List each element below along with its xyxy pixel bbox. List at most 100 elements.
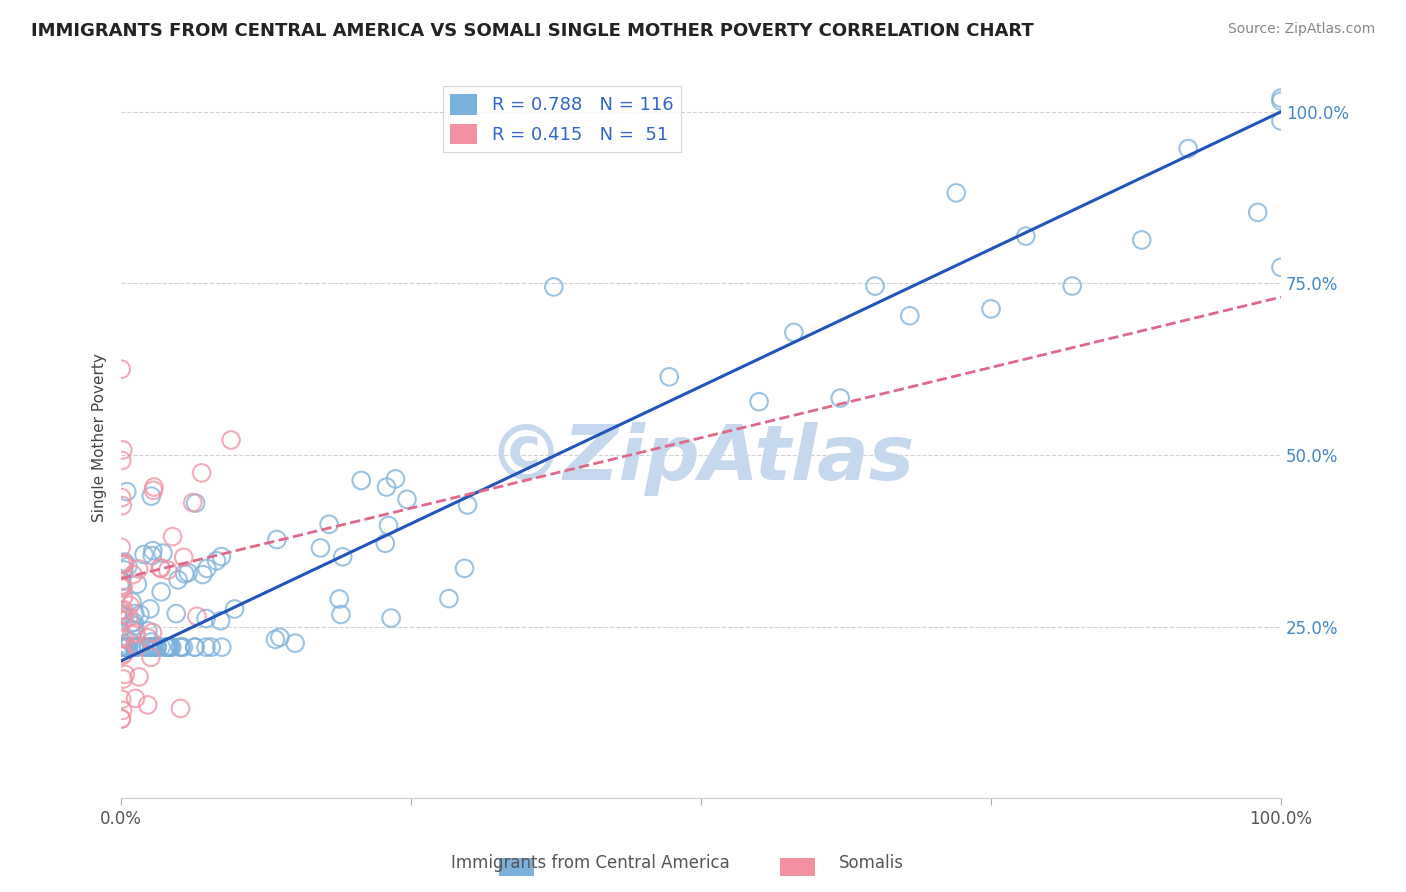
Point: [111, 442, 134, 457]
Point: [128, 562, 150, 576]
Point: [269, 630, 291, 644]
Point: [395, 492, 418, 507]
Point: [110, 712, 132, 726]
Y-axis label: Single Mother Poverty: Single Mother Poverty: [93, 353, 107, 522]
Point: [329, 607, 352, 622]
Point: [350, 474, 373, 488]
Point: [155, 640, 177, 654]
Point: [142, 483, 165, 498]
Point: [309, 541, 332, 555]
Point: [143, 640, 166, 654]
Point: [134, 640, 156, 654]
Point: [375, 480, 398, 494]
Point: [160, 640, 183, 654]
Point: [110, 557, 132, 571]
Point: [209, 549, 232, 564]
Point: [141, 640, 163, 654]
Point: [111, 491, 134, 505]
Point: [115, 484, 138, 499]
Point: [124, 640, 146, 654]
Point: [111, 692, 134, 706]
Point: [135, 640, 157, 654]
Point: [183, 640, 205, 654]
Point: [1270, 114, 1292, 128]
Point: [112, 557, 135, 571]
Point: [205, 554, 228, 568]
Point: [980, 301, 1002, 316]
Point: [165, 607, 187, 621]
Point: [136, 624, 159, 638]
Point: [110, 578, 132, 592]
Point: [124, 619, 146, 633]
Point: [112, 563, 135, 577]
Point: [141, 635, 163, 649]
Point: [139, 602, 162, 616]
Point: [377, 518, 399, 533]
Point: [111, 703, 134, 717]
Point: [112, 613, 135, 627]
Point: [384, 472, 406, 486]
Point: [112, 591, 135, 605]
Point: [129, 607, 152, 622]
Point: [120, 616, 142, 631]
Point: [1130, 233, 1153, 247]
Point: [118, 610, 141, 624]
Point: [115, 640, 138, 654]
Point: [457, 498, 479, 512]
Point: [173, 550, 195, 565]
Point: [160, 640, 183, 654]
Text: Immigrants from Central America: Immigrants from Central America: [451, 855, 730, 872]
Point: [111, 640, 134, 654]
Point: [127, 577, 149, 591]
Point: [211, 640, 233, 654]
Point: [898, 309, 921, 323]
Point: [112, 647, 135, 661]
Point: [114, 558, 136, 572]
Point: [195, 561, 218, 575]
Point: [543, 280, 565, 294]
Point: [122, 615, 145, 630]
Point: [1062, 279, 1084, 293]
Point: [437, 591, 460, 606]
Point: [156, 640, 179, 654]
Point: [111, 640, 134, 654]
Point: [139, 650, 162, 665]
Point: [209, 614, 232, 628]
Text: ©ZipAtlas: ©ZipAtlas: [488, 423, 915, 497]
Point: [136, 698, 159, 712]
Point: [142, 543, 165, 558]
Point: [1015, 229, 1038, 244]
Point: [122, 624, 145, 638]
Point: [318, 517, 340, 532]
Point: [173, 566, 195, 581]
Point: [284, 636, 307, 650]
Point: [110, 640, 132, 654]
Point: [122, 640, 145, 654]
Point: [150, 584, 173, 599]
Point: [141, 625, 163, 640]
Point: [110, 640, 132, 654]
Point: [112, 632, 135, 646]
Point: [111, 640, 134, 654]
Point: [658, 369, 681, 384]
Point: [945, 186, 967, 200]
Point: [111, 574, 134, 589]
Point: [138, 640, 160, 654]
Point: [112, 581, 135, 595]
Point: [146, 640, 169, 654]
Point: [142, 640, 165, 654]
Point: [111, 648, 134, 663]
Point: [111, 580, 134, 594]
Point: [195, 611, 218, 625]
Point: [224, 602, 246, 616]
Point: [374, 536, 396, 550]
Point: [1270, 91, 1292, 105]
Point: [110, 603, 132, 617]
Point: [172, 640, 194, 654]
Point: [186, 609, 208, 624]
Text: IMMIGRANTS FROM CENTRAL AMERICA VS SOMALI SINGLE MOTHER POVERTY CORRELATION CHAR: IMMIGRANTS FROM CENTRAL AMERICA VS SOMAL…: [31, 22, 1033, 40]
Legend: R = 0.788   N = 116, R = 0.415   N =  51: R = 0.788 N = 116, R = 0.415 N = 51: [443, 87, 681, 152]
Text: Somalis: Somalis: [839, 855, 904, 872]
Point: [125, 640, 148, 654]
Point: [1247, 205, 1270, 219]
